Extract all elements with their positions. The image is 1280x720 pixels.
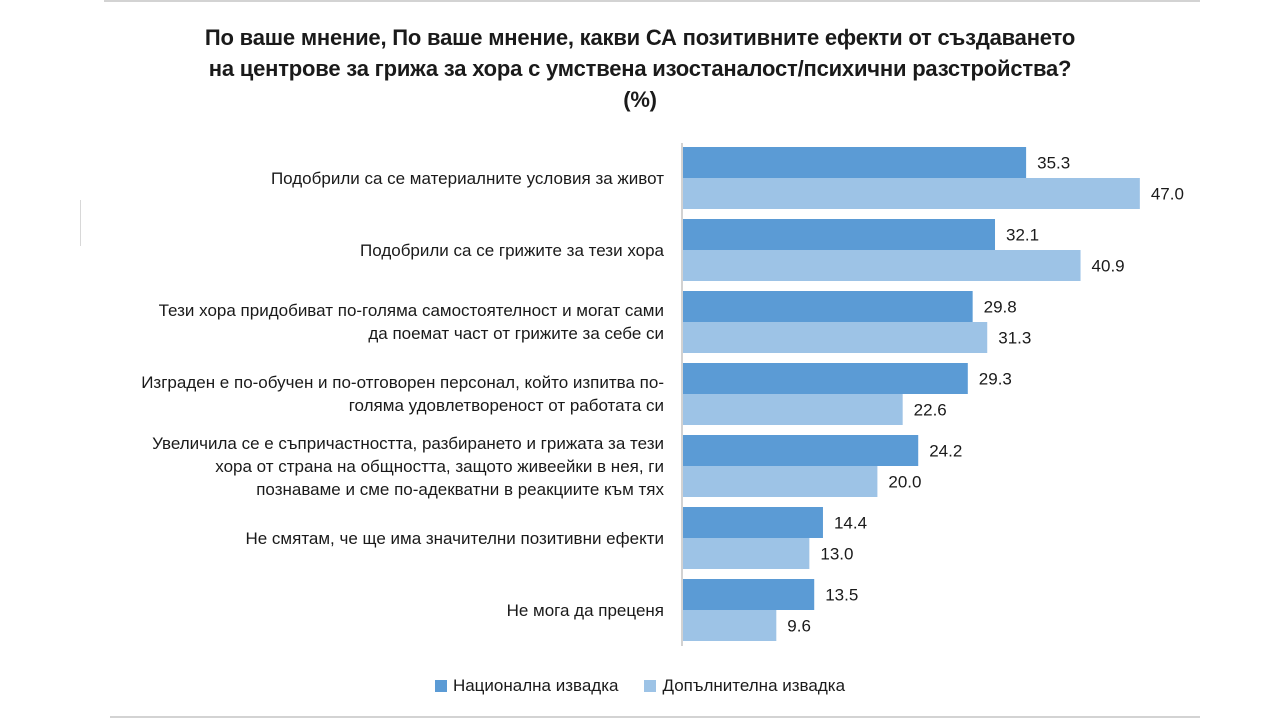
data-label-national-3: 29.8 — [984, 298, 1017, 317]
data-label-additional-1: 47.0 — [1151, 185, 1184, 204]
bar-additional-5 — [683, 466, 878, 497]
category-label-2: Подобрили са се грижите за тези хора — [104, 239, 664, 262]
data-label-additional-5: 20.0 — [888, 473, 921, 492]
legend-item-additional: Допълнителна извадка — [644, 676, 845, 696]
legend-swatch-additional — [644, 680, 657, 692]
category-label-4-line-1: Изграден е по-обучен и по-отговорен перс… — [141, 373, 664, 392]
category-label-3: Тези хора придобиват по-голяма самостоят… — [104, 299, 664, 345]
category-label-6-line-1: Не смятам, че ще има значителни позитивн… — [245, 528, 664, 548]
data-label-national-4: 29.3 — [979, 370, 1012, 389]
category-label-4: Изграден е по-обучен и по-отговорен перс… — [104, 371, 664, 417]
data-label-additional-4: 22.6 — [914, 401, 947, 420]
category-label-1: Подобрили са се материалните условия за … — [104, 167, 664, 190]
bar-additional-2 — [683, 250, 1081, 281]
bar-national-2 — [683, 219, 996, 250]
data-label-national-2: 32.1 — [1006, 226, 1039, 245]
category-label-5-line-2: хора от страна на общността, защото живе… — [215, 456, 664, 476]
legend: Национална извадка Допълнителна извадка — [0, 676, 1280, 696]
data-label-national-5: 24.2 — [929, 442, 962, 461]
bar-national-7 — [683, 579, 815, 610]
bar-national-5 — [683, 435, 919, 466]
data-label-additional-3: 31.3 — [998, 329, 1031, 348]
bar-national-3 — [683, 291, 973, 322]
category-label-5-line-3: познаваме и сме по-адекватни в реакциите… — [256, 479, 664, 499]
bar-additional-4 — [683, 394, 903, 425]
bar-additional-3 — [683, 322, 988, 353]
bar-additional-7 — [683, 610, 777, 641]
frame-left-mark — [80, 200, 81, 246]
bar-national-1 — [683, 147, 1027, 178]
category-label-2-line-1: Подобрили са се грижите за тези хора — [360, 240, 664, 260]
frame-top-line — [104, 0, 1200, 2]
data-label-national-6: 14.4 — [834, 514, 867, 533]
legend-item-national: Национална извадка — [434, 676, 619, 696]
data-label-national-7: 13.5 — [825, 586, 858, 605]
bar-additional-6 — [683, 538, 810, 569]
category-label-7-line-1: Не мога да преценя — [506, 600, 664, 620]
data-label-additional-2: 40.9 — [1092, 257, 1125, 276]
chart-title: По ваше мнение, По ваше мнение, какви СА… — [204, 25, 1076, 112]
category-label-4-line-2: голяма удовлетвореност от работата си — [348, 396, 664, 415]
category-label-3-line-2: да поемат част от грижите за себе си — [368, 324, 664, 343]
frame-bottom-line — [110, 716, 1200, 718]
bar-additional-1 — [683, 178, 1140, 209]
legend-swatch-national — [434, 680, 447, 692]
data-label-additional-7: 9.6 — [787, 617, 811, 636]
category-label-5: Увеличила се е съпричастността, разбиран… — [104, 432, 664, 501]
category-label-3-line-1: Тези хора придобиват по-голяма самостоят… — [158, 301, 664, 320]
legend-label-national: Национална извадка — [452, 676, 619, 695]
category-label-1-line-1: Подобрили са се материалните условия за … — [270, 168, 664, 188]
category-label-5-line-1: Увеличила се е съпричастността, разбиран… — [152, 433, 664, 453]
data-label-additional-6: 13.0 — [820, 545, 853, 564]
legend-label-additional: Допълнителна извадка — [662, 676, 846, 695]
bar-national-6 — [683, 507, 823, 538]
data-label-national-1: 35.3 — [1037, 154, 1070, 173]
category-label-7: Не мога да преценя — [104, 599, 664, 622]
bar-national-4 — [683, 363, 968, 394]
category-label-6: Не смятам, че ще има значителни позитивн… — [104, 527, 664, 550]
